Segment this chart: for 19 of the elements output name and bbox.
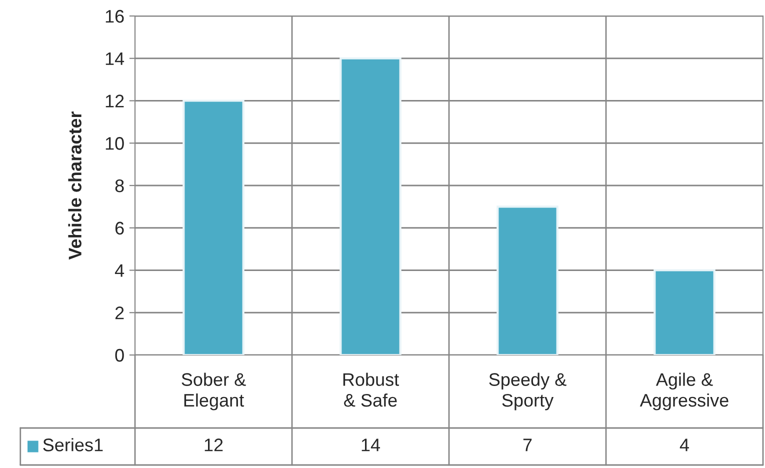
x-tick-label: Sober & Elegant — [182, 372, 246, 410]
y-tick-label: 8 — [115, 179, 124, 192]
x-tick-label: Robust & Safe — [343, 372, 399, 407]
data-label: 14 — [362, 438, 380, 452]
y-tick-label: 6 — [115, 222, 124, 235]
y-tick-label: 16 — [106, 10, 124, 23]
x-tick-label: Agile & Aggressive — [640, 372, 728, 410]
x-tick-label: Speedy & Sporty — [489, 372, 566, 410]
y-tick-label: 10 — [106, 137, 124, 150]
y-axis-title: Vehicle character — [68, 111, 82, 260]
y-tick-label: 2 — [115, 306, 124, 320]
y-tick-label: 0 — [115, 348, 124, 362]
data-label: 4 — [680, 438, 689, 452]
y-tick-label: 14 — [106, 52, 124, 65]
data-label: 12 — [204, 438, 223, 452]
y-tick-label: 4 — [114, 264, 124, 277]
data-label: 7 — [523, 438, 532, 452]
legend-label: Series1 — [43, 438, 103, 452]
y-tick-label: 12 — [106, 94, 124, 108]
